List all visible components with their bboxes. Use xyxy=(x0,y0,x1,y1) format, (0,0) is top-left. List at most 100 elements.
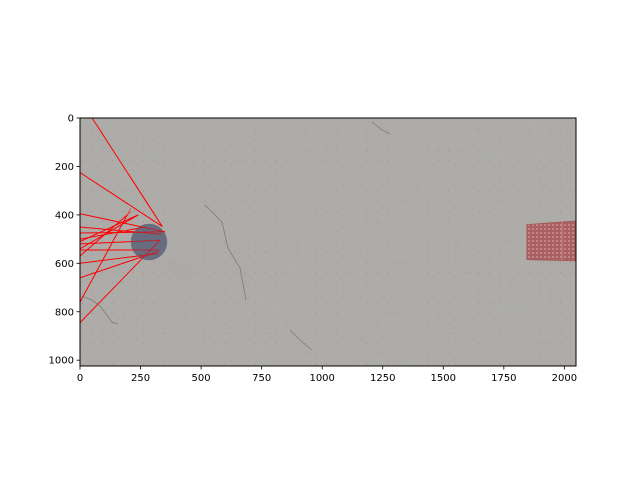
grid-dot xyxy=(387,150,389,151)
grid-dot xyxy=(529,150,531,151)
grid-dot xyxy=(224,363,226,365)
grid-dot xyxy=(468,353,470,355)
grid-dot xyxy=(265,333,266,334)
grid-dot xyxy=(265,312,266,314)
grid-dot xyxy=(183,363,185,365)
grid-dot xyxy=(224,251,226,253)
grid-dot xyxy=(529,343,531,345)
grid-dot xyxy=(244,139,246,141)
grid-dot xyxy=(285,353,287,355)
grid-dot xyxy=(234,221,236,223)
grid-dot xyxy=(499,302,500,304)
grid-dot xyxy=(478,139,480,141)
grid-dot xyxy=(122,160,124,162)
grid-dot xyxy=(285,231,287,233)
grid-dot xyxy=(437,190,439,192)
grid-dot xyxy=(143,190,144,192)
grid-dot xyxy=(529,211,531,212)
grid-dot xyxy=(285,302,287,304)
grid-dot xyxy=(509,343,511,345)
grid-dot xyxy=(560,211,561,212)
grid-dot xyxy=(112,322,114,324)
grid-dot xyxy=(315,322,317,324)
grid-dot xyxy=(326,312,327,314)
grid-dot xyxy=(112,343,114,345)
grid-dot xyxy=(336,251,338,253)
grid-dot xyxy=(478,292,480,294)
grid-dot xyxy=(173,221,175,223)
grid-dot xyxy=(468,211,470,212)
grid-dot xyxy=(417,312,419,314)
grid-dot xyxy=(254,353,256,355)
grid-dot xyxy=(265,231,266,233)
grid-dot xyxy=(458,190,460,192)
grid-dot xyxy=(356,322,358,324)
grid-dot xyxy=(143,333,144,334)
x-tick-label: 1000 xyxy=(309,373,334,384)
grid-dot xyxy=(275,231,277,233)
grid-dot xyxy=(417,343,419,345)
grid-dot xyxy=(265,272,266,273)
grid-dot xyxy=(254,231,256,233)
grid-dot xyxy=(529,129,531,131)
grid-dot xyxy=(244,333,246,334)
grid-dot xyxy=(92,211,94,212)
grid-dot xyxy=(417,221,419,223)
grid-dot xyxy=(173,322,175,324)
grid-dot xyxy=(560,190,561,192)
grid-dot xyxy=(427,333,429,334)
grid-dot xyxy=(549,322,551,324)
grid-dot xyxy=(102,353,104,355)
grid-dot xyxy=(214,251,216,253)
grid-dot xyxy=(407,180,409,182)
grid-dot xyxy=(376,170,378,172)
grid-dot xyxy=(336,160,338,162)
grid-dot xyxy=(448,292,450,294)
grid-dot xyxy=(539,190,541,192)
grid-dot xyxy=(458,211,460,212)
grid-dot xyxy=(244,200,246,202)
grid-dot xyxy=(529,363,531,365)
grid-dot xyxy=(153,282,155,284)
grid-dot xyxy=(387,139,389,141)
grid-dot xyxy=(366,322,368,324)
grid-dot xyxy=(214,363,216,365)
grid-dot xyxy=(81,251,83,253)
grid-dot xyxy=(509,211,511,212)
grid-dot xyxy=(417,129,419,131)
grid-dot xyxy=(122,251,124,253)
grid-dot xyxy=(254,211,256,212)
grid-dot xyxy=(356,333,358,334)
grid-dot xyxy=(437,272,439,273)
ray-overlay xyxy=(130,224,165,233)
grid-dot xyxy=(478,272,480,273)
grid-dot xyxy=(336,129,338,131)
grid-dot xyxy=(102,272,104,273)
grid-dot xyxy=(488,302,490,304)
grid-dot xyxy=(122,292,124,294)
grid-dot xyxy=(112,190,114,192)
grid-dot xyxy=(112,363,114,365)
grid-dot xyxy=(92,160,94,162)
ray-overlay xyxy=(130,205,163,227)
grid-dot xyxy=(499,180,500,182)
grid-dot xyxy=(448,129,450,131)
grid-dot xyxy=(468,251,470,253)
grid-dot xyxy=(285,221,287,223)
ray-overlay xyxy=(130,226,146,231)
grid-dot xyxy=(143,129,144,131)
grid-dot xyxy=(407,282,409,284)
grid-dot xyxy=(122,343,124,345)
grid-dot xyxy=(315,200,317,202)
grid-dot xyxy=(437,343,439,345)
grid-dot xyxy=(224,150,226,151)
grid-dot xyxy=(397,221,399,223)
grid-dot xyxy=(427,261,429,263)
grid-dot xyxy=(275,129,277,131)
grid-dot xyxy=(315,211,317,212)
grid-dot xyxy=(153,312,155,314)
grid-dot xyxy=(468,170,470,172)
grid-dot xyxy=(122,322,124,324)
grid-dot xyxy=(499,211,500,212)
grid-dot xyxy=(407,150,409,151)
